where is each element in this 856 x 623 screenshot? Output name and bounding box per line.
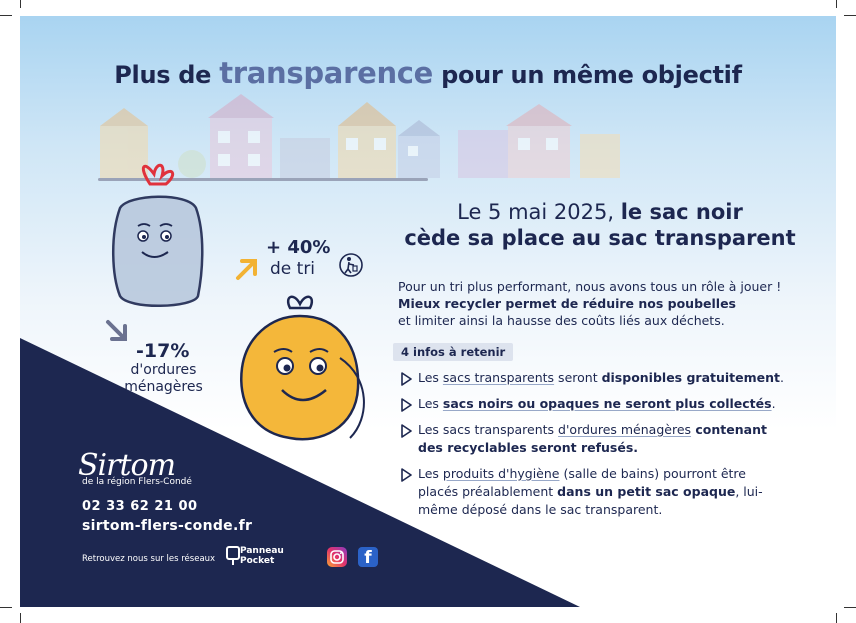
info-item: Les sacs noirs ou opaques ne seront plus… (398, 395, 818, 413)
sirtom-logo: Sirtom (78, 448, 176, 483)
stat-minus-label-1: d'ordures (130, 362, 197, 378)
title-post: pour un même objectif (433, 61, 742, 89)
info-item: Les sacs transparents seront disponibles… (398, 369, 818, 387)
infos-badge: 4 infos à retenir (393, 343, 514, 361)
stat-minus-label: d'ordures ménagères (106, 362, 221, 396)
headline-bold: le sac noir (620, 200, 743, 224)
yellow-bag-illustration (240, 295, 365, 441)
crop-mark (844, 15, 856, 16)
website-link[interactable]: sirtom-flers-conde.fr (82, 518, 253, 534)
houses-illustration (100, 94, 620, 178)
title-highlight: transparence (219, 56, 434, 90)
crop-mark (844, 607, 856, 608)
crop-mark (20, 0, 21, 8)
instagram-icon[interactable] (327, 547, 347, 567)
crop-mark (0, 607, 12, 608)
headline-date: Le 5 mai 2025, (457, 200, 615, 224)
intro-line-2: Mieux recycler permet de réduire nos pou… (398, 296, 736, 311)
ground-line (98, 178, 428, 181)
stat-plus-label: de tri (270, 259, 316, 279)
triangle-bullet-icon (401, 468, 412, 482)
triangle-bullet-icon (401, 398, 412, 412)
panneau-pocket-icon[interactable] (226, 546, 240, 566)
crop-mark (20, 613, 21, 623)
stat-minus-value: -17% (136, 340, 190, 362)
crop-mark (836, 613, 837, 623)
up-arrow-icon (236, 259, 257, 280)
social-text: Retrouvez nous sur les réseaux (82, 554, 216, 564)
intro-paragraph: Pour un tri plus performant, nous avons … (398, 278, 808, 329)
logo-subtitle: de la région Flers-Condé (82, 477, 192, 487)
intro-line-1: Pour un tri plus performant, nous avons … (398, 279, 782, 294)
title-pre: Plus de (114, 61, 220, 89)
phone-number[interactable]: 02 33 62 21 00 (82, 499, 198, 514)
down-arrow-icon (106, 320, 127, 341)
info-item: Les produits d'hygiène (salle de bains) … (398, 465, 818, 519)
triangle-bullet-icon (401, 424, 412, 438)
transparent-bag-illustration (112, 163, 204, 307)
stat-plus-value: + 40% (266, 237, 331, 258)
panneau-pocket-label[interactable]: Panneau Pocket (240, 546, 284, 566)
info-item: Les sacs transparents d'ordures ménagère… (398, 421, 818, 457)
triangle-bullet-icon (401, 372, 412, 386)
intro-line-3: et limiter ainsi la hausse des coûts lié… (398, 313, 725, 328)
facebook-icon[interactable]: f (358, 547, 378, 568)
stat-minus-label-2: ménagères (124, 379, 203, 395)
headline: Le 5 mai 2025, le sac noir cède sa place… (400, 199, 800, 251)
flyer: Plus de transparence pour un même object… (20, 16, 836, 607)
crop-mark (0, 15, 12, 16)
headline-line2: cède sa place au sac transparent (404, 226, 796, 250)
page-title: Plus de transparence pour un même object… (20, 56, 836, 90)
recycling-person-icon (339, 253, 363, 277)
crop-mark (836, 0, 837, 8)
navy-footer-shape (20, 338, 580, 607)
